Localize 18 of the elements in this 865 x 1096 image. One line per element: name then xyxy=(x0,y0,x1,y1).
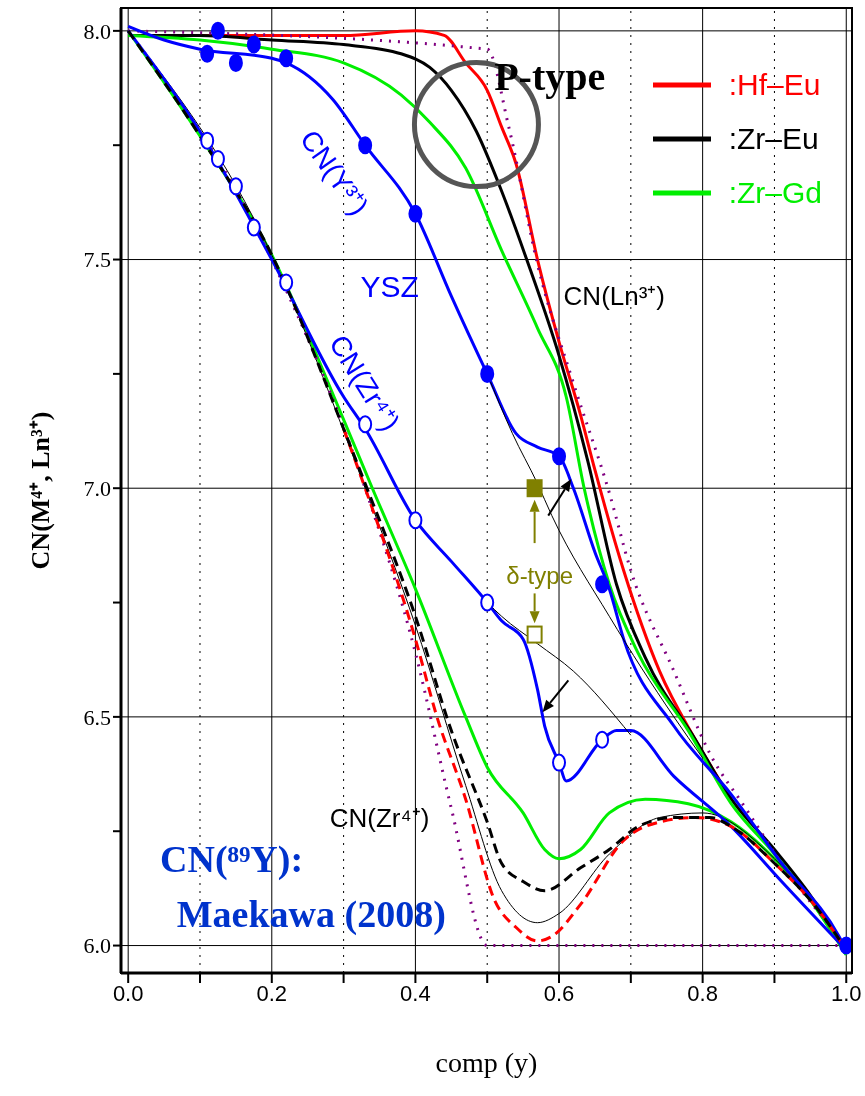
y-tick-label: 8.0 xyxy=(83,18,111,44)
y-tick-label: 6.0 xyxy=(83,933,111,959)
y-tick-label: 7.0 xyxy=(83,476,111,502)
x-tick-label: 0.4 xyxy=(400,980,431,1006)
annotation: CN(Ln³⁺) xyxy=(563,281,666,312)
x-tick-label: 0.0 xyxy=(112,980,144,1006)
x-tick-label: 0.6 xyxy=(543,980,575,1006)
legend-label: :Zr–Eu xyxy=(728,122,819,156)
x-tick-label: 0.8 xyxy=(687,980,718,1006)
y-axis-title: CN(M⁴⁺, Ln³⁺) xyxy=(25,411,55,570)
x-tick-label: 0.2 xyxy=(256,980,288,1006)
x-tick-label: 1.0 xyxy=(830,980,862,1006)
legend-label: :Hf–Eu xyxy=(728,68,821,102)
x-axis-title: comp (y) xyxy=(435,1047,538,1078)
y-tick-label: 6.5 xyxy=(83,704,111,730)
y-tick-label: 7.5 xyxy=(83,247,111,273)
legend-label: :Zr–Gd xyxy=(728,176,822,210)
annotation: δ-type xyxy=(506,561,573,589)
